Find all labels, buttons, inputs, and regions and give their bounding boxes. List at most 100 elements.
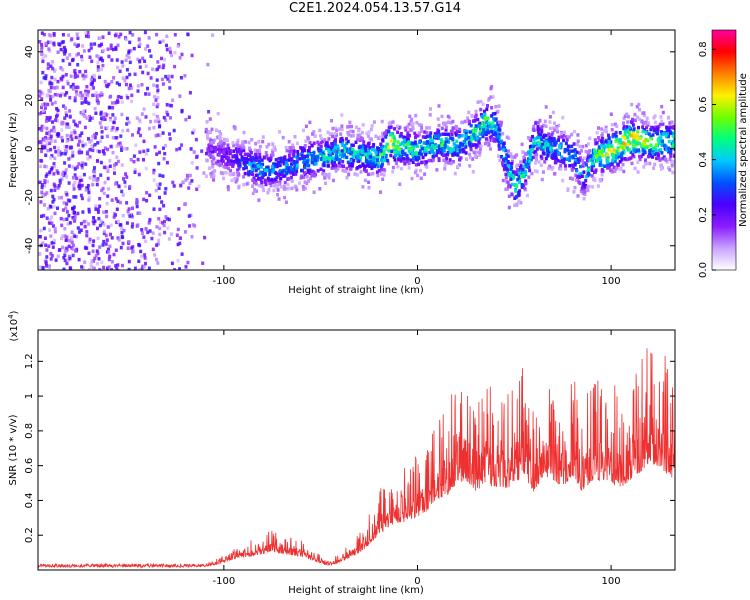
- spectrogram-cell: [266, 191, 270, 195]
- spectrogram-cell: [73, 42, 77, 47]
- spectrogram-cell: [573, 185, 577, 190]
- spectrogram-cell: [265, 154, 269, 158]
- spectrogram-cell: [98, 93, 102, 97]
- spectrogram-cell: [45, 172, 49, 176]
- spectrogram-cell: [208, 149, 212, 153]
- spectrogram-cell: [347, 124, 351, 129]
- spectrogram-cell: [597, 136, 600, 140]
- spectrogram-cell: [166, 226, 170, 230]
- spectrogram-cell: [330, 166, 334, 170]
- spectrogram-cell: [38, 40, 42, 44]
- spectrogram-cell: [502, 141, 506, 145]
- spectrogram-cell: [61, 170, 65, 175]
- spectrogram-cell: [638, 157, 642, 162]
- spectrogram-cell: [305, 175, 309, 179]
- spectrogram-cell: [146, 86, 149, 91]
- spectrogram-marks: [38, 30, 675, 270]
- spectrogram-cell: [56, 93, 60, 97]
- spectrogram-cell: [205, 158, 209, 163]
- spectrogram-cell: [44, 74, 48, 78]
- spectrogram-cell: [52, 224, 55, 228]
- spectrogram-cell: [328, 157, 331, 161]
- spectrogram-cell: [107, 31, 111, 35]
- spectrogram-cell: [77, 184, 81, 188]
- spectrogram-cell: [158, 173, 162, 178]
- spectrogram-cell: [402, 143, 406, 147]
- spectrogram-cell: [142, 235, 146, 239]
- spectrogram-cell: [48, 49, 52, 53]
- spectrogram-cell: [138, 211, 142, 215]
- spectrogram-cell: [111, 135, 115, 140]
- spectrogram-cell: [455, 129, 459, 134]
- spectrogram-cell: [161, 82, 165, 86]
- spectrogram-cell: [244, 160, 248, 165]
- spectrogram-cell: [124, 172, 128, 176]
- spectrogram-cell: [194, 137, 198, 142]
- spectrogram-cell: [83, 125, 87, 130]
- spectrogram-cell: [644, 130, 648, 135]
- spectrogram-cell: [80, 54, 84, 59]
- spectrogram-cell: [662, 155, 666, 159]
- spectrogram-cell: [277, 197, 281, 201]
- spectrogram-cell: [491, 95, 495, 99]
- spectrogram-cell: [314, 158, 317, 162]
- spectrogram-cell: [532, 155, 536, 160]
- spectrogram-cell: [147, 266, 151, 270]
- spectrogram-cell: [98, 223, 102, 228]
- spectrogram-cell: [105, 238, 109, 242]
- spectrogram-cell: [322, 163, 326, 168]
- spectrogram-cell: [162, 146, 165, 150]
- spectrogram-cell: [630, 120, 634, 125]
- spectrogram-cell: [607, 165, 611, 169]
- spectrogram-cell: [115, 267, 119, 270]
- spectrogram-cell: [415, 157, 419, 162]
- spectrogram-cell: [277, 157, 281, 161]
- spectrogram-cell: [163, 219, 166, 224]
- spectrogram-cell: [40, 105, 43, 110]
- spectrogram-cell: [287, 153, 291, 158]
- spectrogram-cell: [611, 156, 615, 160]
- spectrogram-cell: [132, 46, 136, 51]
- spectrogram-cell: [164, 215, 168, 219]
- spectrogram-cell: [604, 127, 608, 132]
- spectrogram-cell: [130, 225, 134, 229]
- spectrogram-cell: [645, 125, 649, 130]
- spectrogram-cell: [95, 182, 99, 187]
- spectrogram-cell: [437, 104, 441, 108]
- spectrogram-cell: [515, 168, 519, 172]
- spectrogram-cell: [642, 165, 646, 169]
- spectrogram-cell: [320, 157, 323, 161]
- spectrogram-cell: [121, 241, 125, 246]
- spectrogram-cell: [41, 70, 45, 75]
- spectrogram-cell: [354, 125, 358, 129]
- spectrogram-cell: [338, 127, 342, 131]
- spectrogram-cell: [451, 126, 455, 130]
- spectrogram-cell: [128, 30, 132, 35]
- spectrogram-cell: [575, 178, 578, 182]
- spectrogram-cell: [553, 121, 556, 125]
- spectrogram-cell: [451, 152, 455, 157]
- spectrogram-cell: [308, 168, 312, 172]
- spectrogram-cell: [167, 237, 171, 241]
- spectrogram-cell: [53, 92, 57, 97]
- spectrogram-cell: [544, 156, 548, 161]
- spectrogram-cell: [641, 143, 645, 148]
- spectrogram-cell: [529, 151, 533, 155]
- spectrogram-cell: [629, 150, 633, 154]
- spectrogram-cell: [42, 32, 46, 37]
- spectrogram-cell: [317, 143, 321, 147]
- spectrogram-cell: [139, 133, 142, 138]
- spectrogram-cell: [595, 158, 599, 163]
- spectrogram-cell: [630, 102, 634, 107]
- spectrogram-cell: [124, 37, 128, 41]
- spectrogram-cell: [499, 139, 503, 143]
- spectrogram-cell: [460, 120, 464, 125]
- spectrogram-cell: [379, 164, 383, 168]
- spectrogram-cell: [142, 197, 146, 202]
- spectrogram-cell: [254, 141, 258, 146]
- spectrogram-cell: [63, 148, 67, 153]
- spectrogram-cell: [178, 146, 182, 151]
- spectrogram-cell: [522, 169, 526, 174]
- spectrogram-cell: [66, 81, 70, 86]
- spectrogram-cell: [642, 141, 646, 145]
